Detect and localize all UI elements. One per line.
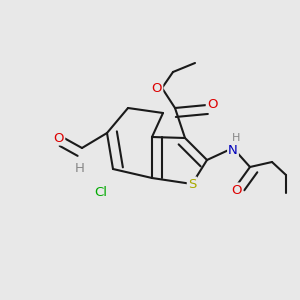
Text: O: O — [152, 82, 162, 94]
Text: N: N — [228, 143, 238, 157]
Text: H: H — [232, 133, 240, 143]
Text: Cl: Cl — [94, 185, 107, 199]
Text: O: O — [54, 131, 64, 145]
Text: H: H — [75, 161, 85, 175]
Text: O: O — [232, 184, 242, 196]
Text: S: S — [188, 178, 196, 190]
Text: O: O — [207, 98, 217, 112]
